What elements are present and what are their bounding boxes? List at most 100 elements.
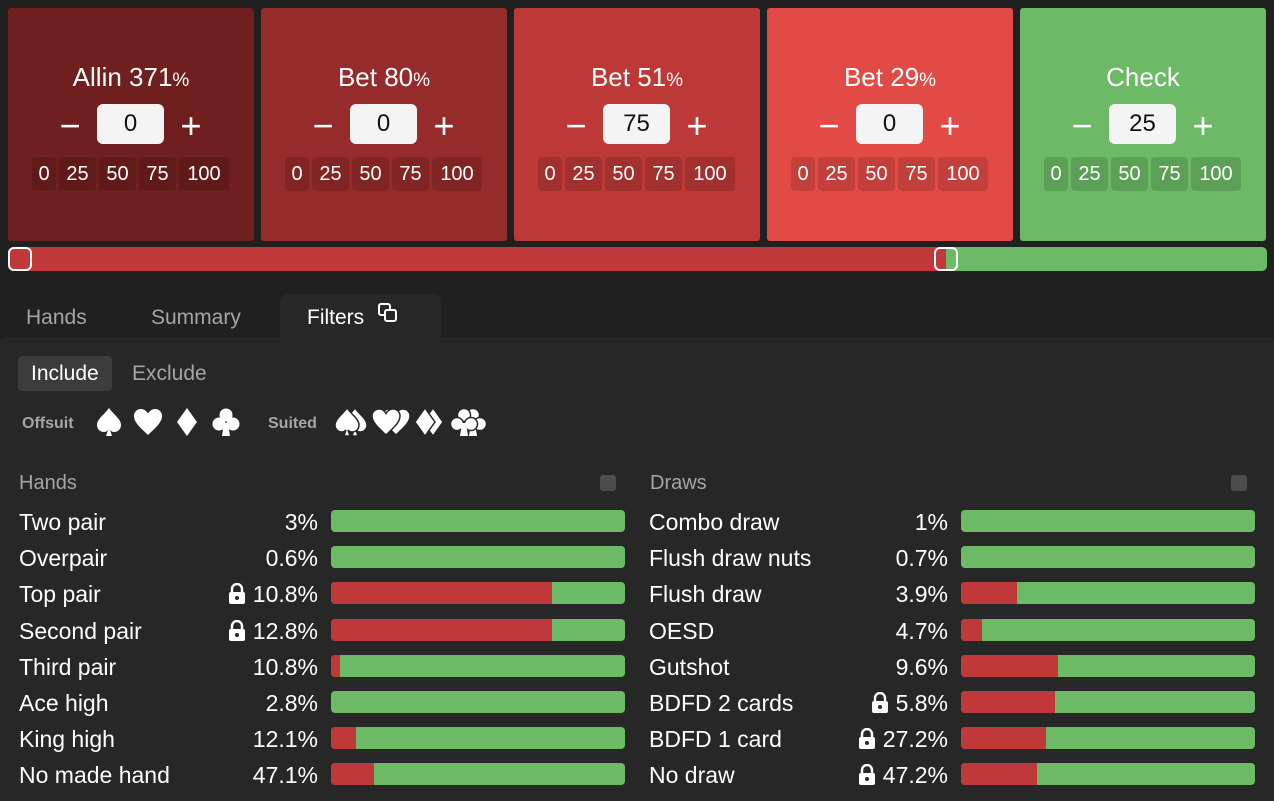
- strategy-bar: [331, 691, 625, 713]
- preset-button[interactable]: 100: [179, 157, 229, 191]
- preset-button[interactable]: 50: [1111, 157, 1148, 191]
- suited-diamonds-icon[interactable]: [413, 406, 447, 443]
- filter-row-label: Ace high: [19, 690, 109, 716]
- preset-button[interactable]: 75: [645, 157, 682, 191]
- filter-row-label: Combo draw: [649, 509, 780, 535]
- strategy-bar-bet-portion: [331, 582, 552, 605]
- lock-icon[interactable]: [228, 619, 246, 647]
- strategy-bar: [331, 618, 625, 641]
- filter-row[interactable]: Third pair 10.8%: [19, 653, 629, 681]
- filter-row[interactable]: BDFD 2 cards 5.8%: [649, 689, 1259, 717]
- preset-button[interactable]: 75: [1151, 157, 1188, 191]
- decrement-button[interactable]: −: [59, 105, 81, 146]
- diamond-icon[interactable]: [175, 406, 199, 443]
- lock-icon[interactable]: [228, 583, 246, 610]
- lock-icon[interactable]: [871, 691, 889, 719]
- preset-button[interactable]: 50: [605, 157, 642, 191]
- filter-row-label: Flush draw: [649, 581, 762, 608]
- preset-button[interactable]: 25: [312, 157, 349, 191]
- popout-icon[interactable]: [378, 292, 398, 339]
- suited-hearts-icon[interactable]: [370, 406, 412, 443]
- filter-row-percentage: 47.1%: [252, 762, 318, 789]
- filter-row[interactable]: Flush draw nuts 0.7%: [649, 544, 1259, 572]
- distribution-handle-right[interactable]: [933, 247, 958, 271]
- filter-row[interactable]: OESD 4.7%: [649, 617, 1259, 645]
- filter-row[interactable]: BDFD 1 card 27.2%: [649, 725, 1259, 753]
- preset-button[interactable]: 100: [685, 157, 735, 191]
- filter-row[interactable]: Flush draw 3.9%: [649, 580, 1259, 608]
- distribution-handle-left[interactable]: [8, 247, 32, 271]
- filter-row-percentage: 12.8%: [252, 617, 318, 644]
- increment-button[interactable]: +: [180, 105, 202, 146]
- preset-button[interactable]: 75: [139, 157, 176, 191]
- filter-row-percentage: 27.2%: [882, 726, 948, 753]
- filter-row[interactable]: Two pair 3%: [19, 508, 629, 536]
- preset-button[interactable]: 25: [565, 157, 602, 191]
- hands-select-all-checkbox[interactable]: [600, 475, 616, 491]
- filter-row[interactable]: Overpair 0.6%: [19, 544, 629, 572]
- preset-button[interactable]: 0: [285, 157, 309, 191]
- preset-button[interactable]: 100: [938, 157, 988, 191]
- filter-row-percentage: 0.6%: [265, 545, 318, 572]
- decrement-button[interactable]: −: [818, 105, 840, 146]
- preset-button[interactable]: 0: [1044, 157, 1068, 191]
- decrement-button[interactable]: −: [312, 105, 334, 146]
- include-toggle[interactable]: Include: [18, 356, 112, 391]
- preset-button[interactable]: 50: [99, 157, 136, 191]
- club-icon[interactable]: [211, 406, 241, 443]
- frequency-input[interactable]: [856, 104, 923, 144]
- preset-button[interactable]: 0: [32, 157, 56, 191]
- suited-clubs-icon[interactable]: [449, 406, 489, 443]
- filter-row[interactable]: Ace high 2.8%: [19, 689, 629, 717]
- preset-button[interactable]: 25: [59, 157, 96, 191]
- frequency-input[interactable]: [1109, 104, 1176, 144]
- increment-button[interactable]: +: [686, 105, 708, 146]
- increment-button[interactable]: +: [939, 105, 961, 146]
- filter-row[interactable]: Combo draw 1%: [649, 508, 1259, 536]
- tab-bar: Hands Summary Filters: [0, 294, 1274, 337]
- preset-button[interactable]: 50: [858, 157, 895, 191]
- draws-select-all-checkbox[interactable]: [1231, 475, 1247, 491]
- filter-row[interactable]: No made hand 47.1%: [19, 761, 629, 789]
- filter-row[interactable]: Top pair 10.8%: [19, 580, 629, 608]
- frequency-input[interactable]: [97, 104, 164, 144]
- filter-row[interactable]: King high 12.1%: [19, 725, 629, 753]
- action-cards: Allin 371% − + 0 25 50 75 100 Bet 80% − …: [8, 8, 1267, 241]
- decrement-button[interactable]: −: [1071, 105, 1093, 146]
- heart-icon[interactable]: [132, 406, 164, 443]
- strategy-distribution-bar[interactable]: [8, 247, 1267, 271]
- preset-group: 0 25 50 75 100: [791, 157, 988, 191]
- preset-button[interactable]: 25: [1071, 157, 1108, 191]
- decrement-button[interactable]: −: [565, 105, 587, 146]
- increment-button[interactable]: +: [1192, 105, 1214, 146]
- preset-button[interactable]: 75: [392, 157, 429, 191]
- filter-row[interactable]: Second pair 12.8%: [19, 617, 629, 645]
- filter-row[interactable]: Gutshot 9.6%: [649, 653, 1259, 681]
- preset-button[interactable]: 100: [1191, 157, 1241, 191]
- preset-button[interactable]: 0: [538, 157, 562, 191]
- strategy-bar: [961, 618, 1255, 641]
- frequency-input[interactable]: [603, 104, 670, 144]
- frequency-input[interactable]: [350, 104, 417, 144]
- frequency-stepper: − +: [1020, 104, 1266, 152]
- tab-filters-label: Filters: [307, 306, 365, 329]
- strategy-bar-bet-portion: [961, 691, 1056, 713]
- exclude-toggle[interactable]: Exclude: [132, 362, 207, 385]
- action-title: Check: [1106, 62, 1180, 92]
- lock-icon[interactable]: [858, 764, 876, 791]
- preset-button[interactable]: 50: [352, 157, 389, 191]
- spade-icon[interactable]: [95, 406, 123, 443]
- preset-button[interactable]: 25: [818, 157, 855, 191]
- action-card-bet-80: Bet 80% − + 0 25 50 75 100: [261, 8, 507, 241]
- preset-button[interactable]: 100: [432, 157, 482, 191]
- lock-icon[interactable]: [858, 728, 876, 755]
- preset-button[interactable]: 0: [791, 157, 815, 191]
- strategy-bar-bet-portion: [331, 618, 552, 641]
- tab-hands[interactable]: Hands: [26, 306, 87, 329]
- filter-row[interactable]: No draw 47.2%: [649, 761, 1259, 789]
- tab-filters[interactable]: Filters: [280, 294, 441, 337]
- suited-spades-icon[interactable]: [333, 406, 371, 443]
- increment-button[interactable]: +: [433, 105, 455, 146]
- tab-summary[interactable]: Summary: [151, 306, 241, 329]
- preset-button[interactable]: 75: [898, 157, 935, 191]
